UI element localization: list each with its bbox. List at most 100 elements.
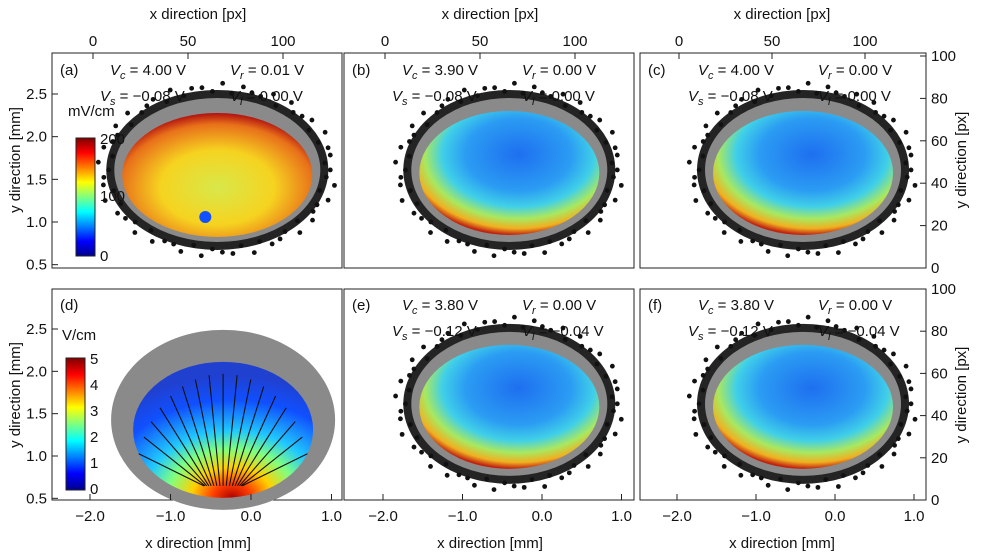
panel-c-rim-dot (718, 122, 724, 128)
panel-a-rim-dot (317, 188, 323, 193)
panel-b-rim-dot (587, 113, 593, 119)
panel-f-rim-dot (891, 451, 897, 457)
panel-a-rim-dot (118, 201, 124, 207)
panel-b (343, 52, 635, 269)
panel-d-field-line (236, 407, 287, 487)
panel-e-rim-dot (445, 330, 451, 336)
panel-f-rim-dot (700, 372, 706, 378)
panel-d-field-line (194, 379, 218, 486)
panel-c-rim-dot (906, 145, 912, 151)
panel-d-field-line (228, 379, 252, 486)
panel-c-rim-dot (700, 153, 706, 159)
panel-c-rim-dot (879, 230, 885, 236)
panel-f-rim-dot (877, 452, 883, 458)
panel-b-rim-dot (458, 99, 464, 105)
panel-a-rim-dot (115, 132, 120, 138)
panel-b-rim-dot (444, 239, 450, 244)
panel-e-rim-dot (465, 475, 470, 481)
panel-f-rim-dot (840, 473, 846, 478)
panel-e-rim-dot (428, 463, 433, 469)
panel-f-rim-dot (912, 416, 918, 422)
panel-b-rim-dot (398, 182, 403, 188)
bottom-tick-label: −1.0 (156, 508, 186, 525)
panel-c-rim-dot (891, 117, 896, 123)
panel-f-rim-dot (873, 343, 878, 349)
panel-a-rim-dot (322, 129, 328, 135)
panel-f-rim-dot (795, 322, 801, 328)
panel-c-rim-dot (865, 229, 871, 234)
bottom-tick-label: −2.0 (75, 508, 105, 525)
panel-c-rim-dot (814, 90, 820, 96)
panel-e-rim-dot (407, 422, 413, 427)
left-axis-label-bottom: y direction [mm] (7, 342, 24, 448)
panel-b-rim-dot (583, 218, 589, 224)
bottom-axis-label-2: x direction [mm] (437, 535, 543, 552)
panel-f-rim-dot (833, 324, 839, 329)
panel-e-rim-dot (484, 476, 490, 482)
panel-a-rim-dot (306, 127, 312, 133)
panel-b-rim-dot (609, 160, 615, 166)
panel-a-rim-dot (125, 110, 131, 116)
top-tick-label: 50 (764, 33, 781, 50)
panel-b-rim-dot (594, 127, 600, 133)
panel-d-field-line (239, 421, 296, 487)
panel-f-rim-dot (718, 356, 724, 361)
panel-b-vs: Vs = −0.08 V (392, 88, 477, 108)
panel-f-rim-dot (881, 347, 887, 353)
panel-e-rim-dot (444, 472, 450, 478)
panel-f-rim-dot (768, 327, 774, 332)
panel-f-rim-dot (805, 314, 811, 320)
panel-f-rim-dot (703, 357, 709, 363)
panel-c-vs: Vs = −0.08 V (688, 88, 773, 108)
panel-f-rim-dot (692, 378, 697, 384)
panel-f-rim-dot (814, 324, 820, 330)
panel-e-rim-dot (611, 408, 616, 414)
right-axis-label-bottom: y direction [px] (953, 347, 970, 444)
panel-c-rim-dot (778, 242, 783, 248)
right-tick-label: 100 (931, 48, 956, 65)
panel-e-rim-dot (502, 322, 508, 328)
colorbar-v-gradient (65, 357, 86, 491)
panel-a-rim-dot (327, 152, 333, 158)
panel-b-rim-dot (602, 202, 608, 208)
panel-a-rim-dot (148, 227, 154, 233)
panel-a-rim-dot (123, 215, 128, 221)
top-axis-label-3: x direction [px] (734, 6, 831, 23)
panel-f-rim-dot (825, 318, 831, 324)
panel-e-rim-dot (614, 401, 620, 407)
panel-c-rim-dot (691, 182, 697, 188)
panel-c-rim-dot (906, 197, 912, 203)
bottom-tick-label: 1.0 (321, 508, 342, 525)
panel-e-rim-dot (482, 319, 488, 325)
panel-label-a: (a) (60, 62, 78, 79)
panel-f-rim-dot (795, 480, 801, 486)
panel-b-rim-dot (539, 90, 545, 96)
panel-f-rim-dot (737, 461, 743, 467)
panel-c-rim-dot (833, 90, 839, 96)
panel-c-rim-dot (840, 239, 846, 245)
panel-c (639, 52, 927, 269)
bottom-tick-label: −1.0 (448, 508, 478, 525)
colorbar-mv-tick: 0 (100, 248, 108, 265)
panel-label-d: (d) (60, 297, 78, 314)
left-tick-label: 1.5 (26, 406, 47, 423)
left-tick-label: 0.5 (26, 490, 47, 507)
panel-d-field-line (208, 375, 221, 486)
panel-e-rim-dot (562, 337, 568, 342)
panel-f-rim-dot (750, 472, 756, 478)
bottom-tick-label: −2.0 (662, 508, 692, 525)
right-tick-label: 0 (931, 260, 939, 277)
right-tick-label: 80 (931, 90, 948, 107)
panel-b-rim-dot (428, 219, 434, 225)
panel-a-rim-dot (309, 117, 315, 123)
panel-b-rim-dot (531, 84, 537, 90)
panel-c-rim-dot (908, 167, 914, 173)
panel-b-rim-dot (419, 215, 424, 221)
panel-e-rim-dot (419, 449, 424, 455)
panel-c-rim-dot (785, 85, 791, 91)
panel-b-rim-dot (612, 197, 618, 203)
panel-a-vl: Vl = 0.00 V (230, 88, 303, 108)
panel-c-rim-dot (895, 202, 901, 208)
colorbar-v-tick: 1 (90, 455, 98, 472)
panel-e-rim-dot (475, 327, 480, 332)
